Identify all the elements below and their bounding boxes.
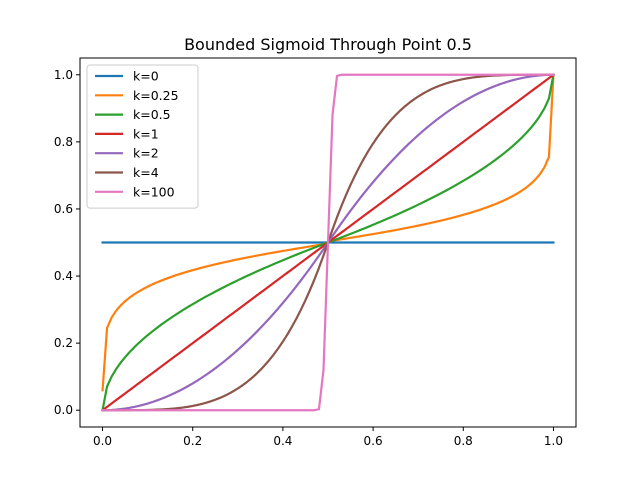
legend-label: k=0 — [133, 69, 159, 84]
x-tick-label: 0.6 — [364, 434, 383, 448]
x-tick-label: 1.0 — [544, 434, 563, 448]
y-tick-label: 1.0 — [54, 68, 73, 82]
y-tick-label: 0.6 — [54, 202, 73, 216]
legend-label: k=1 — [133, 126, 159, 141]
y-tick-label: 0.8 — [54, 135, 73, 149]
y-tick-label: 0.0 — [54, 403, 73, 417]
plot-frame — [79, 57, 577, 428]
legend-label: k=4 — [133, 165, 159, 180]
series-line-6 — [101, 73, 555, 412]
y-tick-label: 0.4 — [54, 269, 73, 283]
y-tick-label: 0.2 — [54, 336, 73, 350]
x-tick-label: 0.2 — [183, 434, 202, 448]
y-axis: 0.0 0.2 0.4 0.6 0.8 1.0 — [54, 68, 80, 417]
legend: k=0 k=0.25 k=0.5 k=1 k=2 k=4 k=100 — [86, 64, 199, 209]
x-tick-label: 0.4 — [273, 434, 292, 448]
legend-label: k=2 — [133, 146, 159, 161]
legend-label: k=100 — [133, 184, 175, 199]
x-tick-label: 0.8 — [454, 434, 473, 448]
legend-label: k=0.5 — [133, 107, 171, 122]
x-tick-label: 0.0 — [93, 434, 112, 448]
series-layer — [101, 73, 555, 412]
x-axis: 0.0 0.2 0.4 0.6 0.8 1.0 — [93, 427, 563, 448]
chart-title: Bounded Sigmoid Through Point 0.5 — [184, 35, 472, 54]
legend-label: k=0.25 — [133, 88, 179, 103]
